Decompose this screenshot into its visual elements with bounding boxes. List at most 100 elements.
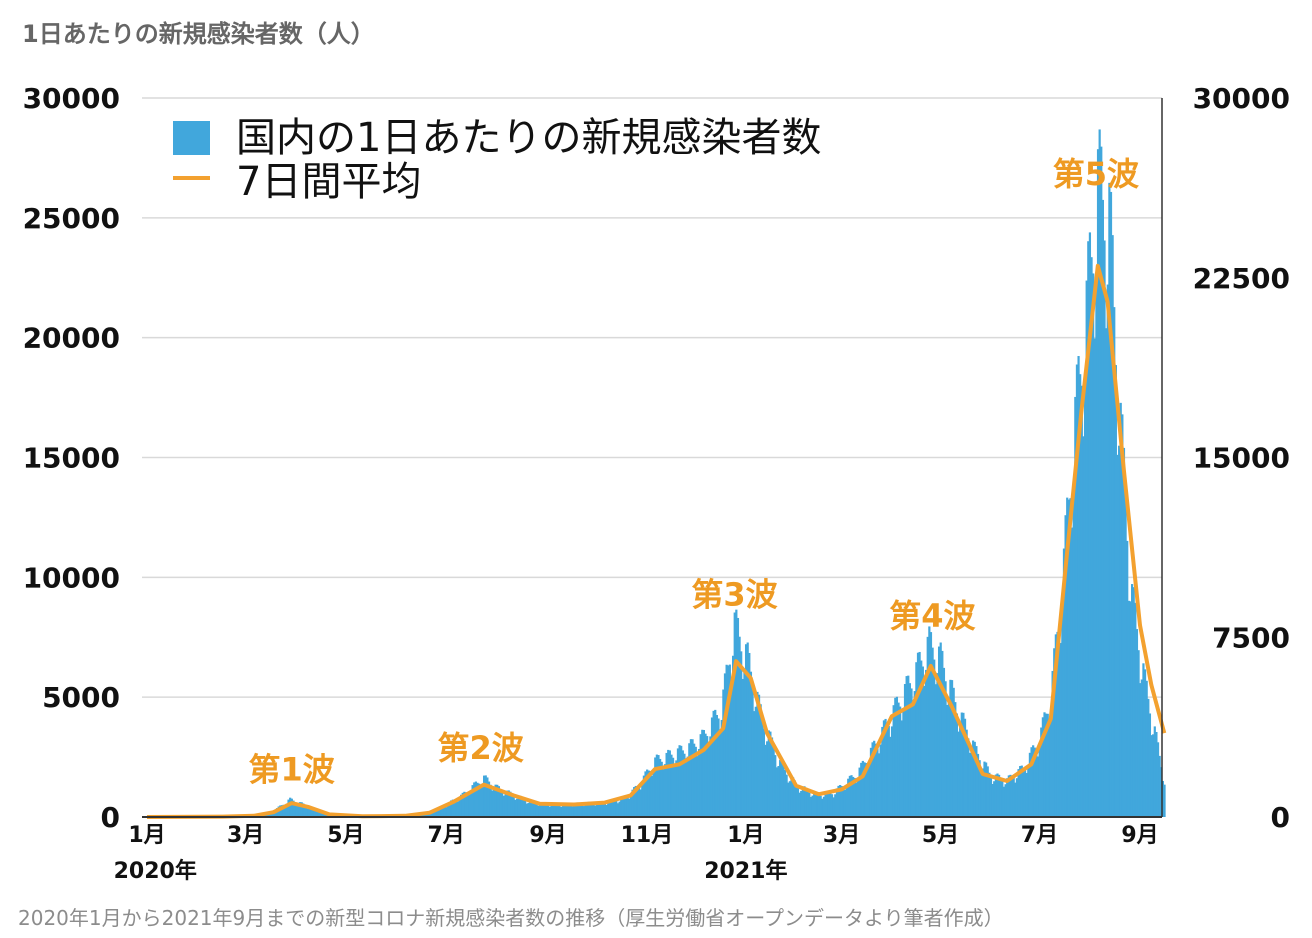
daily-bar — [479, 787, 482, 817]
daily-bar — [1048, 723, 1051, 817]
daily-bar — [1130, 584, 1134, 817]
daily-bar — [949, 679, 952, 817]
daily-bar — [642, 775, 645, 817]
daily-bar — [484, 775, 487, 817]
daily-bar — [491, 790, 494, 817]
daily-bar — [897, 702, 900, 817]
daily-bar — [492, 788, 496, 817]
daily-bar — [806, 790, 809, 817]
daily-bar — [555, 803, 558, 817]
daily-bar — [542, 802, 545, 817]
daily-bar — [667, 749, 670, 817]
y-left-tick-10000: 10000 — [23, 561, 120, 594]
daily-bar — [764, 744, 767, 817]
daily-bar — [787, 782, 790, 817]
daily-bar — [1010, 776, 1014, 817]
daily-bar — [624, 797, 628, 817]
daily-bar — [1121, 414, 1124, 817]
daily-bar — [1158, 755, 1161, 817]
daily-bar — [530, 800, 533, 817]
daily-bar — [869, 747, 873, 817]
daily-bar — [533, 802, 537, 817]
daily-bar — [881, 726, 884, 817]
daily-bar — [1142, 663, 1145, 817]
daily-bar — [871, 742, 874, 817]
daily-bar — [295, 804, 298, 817]
daily-bar — [1140, 679, 1143, 817]
daily-bar — [292, 800, 295, 817]
daily-bar — [660, 761, 663, 817]
daily-bar — [723, 673, 727, 817]
daily-bar — [908, 683, 911, 817]
daily-bar — [529, 800, 532, 817]
daily-bar — [1030, 747, 1033, 817]
daily-bar — [848, 775, 851, 817]
daily-bar — [1122, 447, 1126, 817]
daily-bar — [574, 803, 577, 817]
wave-label-5: 第5波 — [1053, 155, 1139, 193]
daily-bar — [543, 802, 547, 817]
daily-bar — [952, 687, 955, 817]
daily-bar — [436, 807, 440, 817]
daily-bar — [1079, 374, 1082, 817]
daily-bar — [453, 799, 456, 817]
daily-bar — [468, 794, 471, 817]
daily-bar — [963, 718, 967, 817]
daily-bar — [1098, 129, 1101, 817]
daily-bar — [835, 788, 839, 817]
daily-bar — [603, 803, 607, 817]
daily-bar — [743, 669, 746, 817]
daily-bar — [826, 791, 829, 817]
daily-bar — [1058, 628, 1061, 817]
daily-bar — [675, 760, 678, 817]
daily-bar — [774, 755, 777, 817]
daily-bar — [967, 738, 970, 817]
daily-bar — [735, 609, 738, 817]
daily-bar — [965, 729, 968, 817]
daily-bar — [621, 797, 624, 817]
daily-bar — [1139, 683, 1142, 817]
daily-bar — [1090, 257, 1093, 817]
daily-bar — [1009, 774, 1012, 817]
daily-bar — [770, 737, 774, 817]
daily-bar — [962, 712, 965, 817]
daily-bar — [313, 809, 316, 817]
daily-bar — [923, 685, 926, 817]
daily-bar — [279, 805, 282, 817]
daily-bar — [839, 785, 842, 817]
daily-bar — [793, 780, 796, 817]
daily-bar — [970, 749, 973, 817]
daily-bar — [1132, 587, 1135, 817]
daily-bar — [1143, 669, 1147, 817]
daily-bar — [822, 796, 826, 817]
y-right-tick-22500: 22500 — [1193, 262, 1290, 295]
daily-bar — [644, 771, 647, 817]
daily-bar — [1163, 784, 1166, 817]
x-tick-label: 5月 — [922, 823, 959, 848]
daily-bar — [1064, 515, 1067, 817]
daily-bar — [910, 688, 913, 817]
daily-bar — [1113, 307, 1116, 817]
daily-bar — [1027, 766, 1030, 817]
daily-bar — [955, 713, 959, 817]
daily-bar — [939, 642, 942, 817]
daily-bar — [847, 778, 850, 817]
daily-bar — [608, 800, 611, 817]
daily-bar — [1019, 765, 1022, 817]
daily-bar — [1152, 734, 1155, 817]
daily-bar — [728, 664, 731, 817]
daily-bar — [986, 766, 989, 817]
legend-bar-label: 国内の1日あたりの新規感染者数 — [236, 115, 821, 161]
daily-bar — [1004, 784, 1007, 817]
daily-bar — [573, 805, 576, 817]
daily-bar — [1082, 436, 1085, 817]
daily-bar — [510, 794, 514, 817]
daily-bar — [494, 784, 497, 817]
daily-bar — [469, 791, 473, 817]
daily-bar — [590, 802, 594, 817]
daily-bar — [665, 752, 668, 817]
daily-bar — [558, 805, 561, 817]
daily-bar — [1145, 680, 1148, 817]
daily-bar — [950, 680, 954, 817]
daily-bar — [736, 617, 740, 817]
